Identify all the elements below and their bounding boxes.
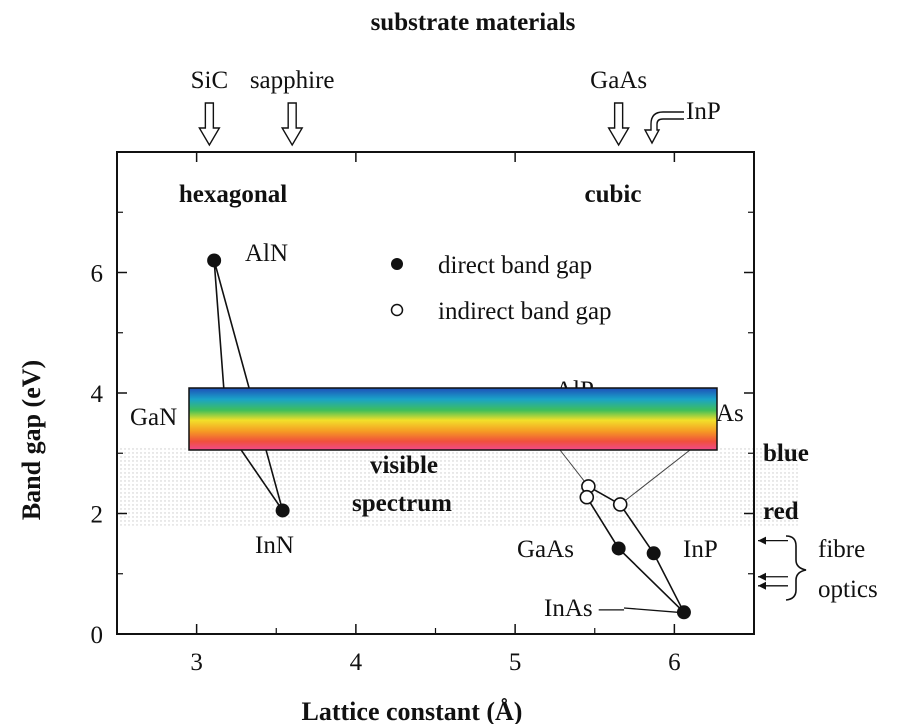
substrate-markers: SiC sapphire GaAs InP: [191, 67, 721, 147]
label-inn: InN: [255, 532, 294, 559]
y-tick-label: 6: [91, 261, 104, 288]
point-indirect-unlabeled: [579, 489, 595, 505]
visible-label: visible: [370, 452, 438, 479]
label-inas: InAs —: [544, 595, 625, 622]
substrate-arrow: [198, 102, 221, 147]
alas-leader: [619, 449, 691, 505]
point-direct-aln: [207, 253, 222, 268]
inas-leader: [623, 607, 678, 613]
visible-band: [118, 447, 798, 526]
x-tick-label: 5: [509, 649, 522, 676]
axis-ticks: [117, 152, 754, 635]
legend: direct band gap indirect band gap: [390, 252, 612, 325]
fibre-brace: [785, 535, 807, 601]
fibre-arrow-head: [758, 581, 766, 590]
label-alas: As: [716, 400, 744, 427]
top-title: substrate materials: [371, 9, 576, 36]
point-indirect-alas: [612, 497, 628, 512]
y-tick-label: 4: [91, 381, 104, 408]
legend-direct-label: direct band gap: [438, 252, 592, 279]
fibre-arrow-head: [758, 536, 766, 545]
point-direct-inn: [275, 503, 290, 518]
substrate-arrow: [280, 102, 304, 147]
substrate-label-inp: InP: [686, 98, 721, 125]
substrate-arrow: [607, 102, 630, 147]
fibre-arrow-head: [758, 572, 766, 581]
hexagonal-label: hexagonal: [179, 181, 287, 208]
substrate-arrow-inp: [643, 111, 684, 145]
substrate-label: SiC: [191, 67, 229, 94]
x-tick-label: 3: [190, 649, 203, 676]
alp-leader: [559, 449, 589, 487]
optics-label: optics: [818, 576, 878, 603]
blue-label: blue: [763, 440, 809, 467]
label-inp: InP: [683, 536, 718, 563]
label-aln: AlN: [245, 240, 288, 267]
spectrum-label: spectrum: [352, 490, 452, 517]
fibre-label: fibre: [818, 536, 865, 563]
y-tick-label: 2: [91, 502, 104, 529]
red-label: red: [763, 498, 799, 525]
point-direct-inp: [646, 546, 661, 561]
label-gaas: GaAs: [517, 536, 574, 563]
y-axis-title: Band gap (eV): [17, 360, 46, 520]
point-direct-gaas: [611, 541, 626, 556]
substrate-label: sapphire: [250, 67, 335, 94]
y-tick-label: 0: [91, 622, 104, 649]
label-gan: GaN: [130, 404, 177, 431]
legend-direct-marker: [391, 258, 403, 270]
legend-indirect-marker: [390, 303, 404, 317]
point-direct-inas: [676, 605, 691, 620]
x-axis-title: Lattice constant (Å): [302, 697, 523, 724]
x-tick-label: 4: [350, 649, 363, 676]
substrate-label: GaAs: [590, 67, 647, 94]
fibre-arrows: [758, 536, 788, 590]
nitride-triangle: [213, 260, 284, 511]
legend-indirect-label: indirect band gap: [438, 298, 612, 325]
spectrum-gradient-bar: [188, 387, 718, 451]
tick-labels: 3 4 5 6 0 2 4 6: [91, 261, 681, 677]
cubic-label: cubic: [585, 181, 642, 208]
x-tick-label: 6: [668, 649, 681, 676]
